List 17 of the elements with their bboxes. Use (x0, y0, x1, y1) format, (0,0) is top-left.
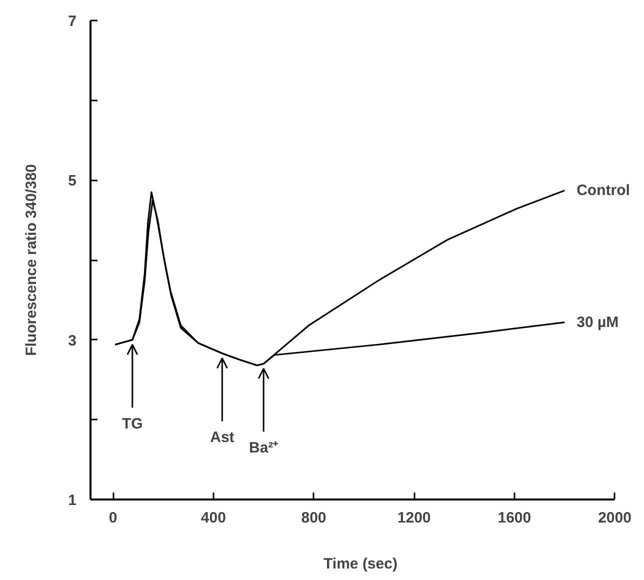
x-tick-label: 0 (108, 510, 118, 526)
x-tick-label: 800 (301, 510, 326, 526)
x-tick-label: 1200 (397, 510, 431, 526)
x-tick-label: 2000 (598, 510, 632, 526)
x-tick-label: 400 (200, 510, 226, 526)
x-tick-label: 1600 (498, 510, 532, 526)
annotation: TG (122, 415, 143, 432)
y-tick-label: 1 (68, 492, 76, 509)
annotation: Ast (210, 428, 234, 446)
x-axis-title: Time (sec) (324, 556, 398, 572)
y-tick-label: 3 (68, 332, 76, 350)
y-tick-label: 7 (68, 13, 76, 30)
annotation: Ba²⁺ (249, 439, 278, 456)
y-axis-title: Fluorescence ratio 340/380 (23, 164, 40, 356)
series-label: Control (576, 182, 630, 200)
y-tick-label: 5 (68, 172, 76, 190)
series-label: 30 µM (576, 314, 619, 331)
